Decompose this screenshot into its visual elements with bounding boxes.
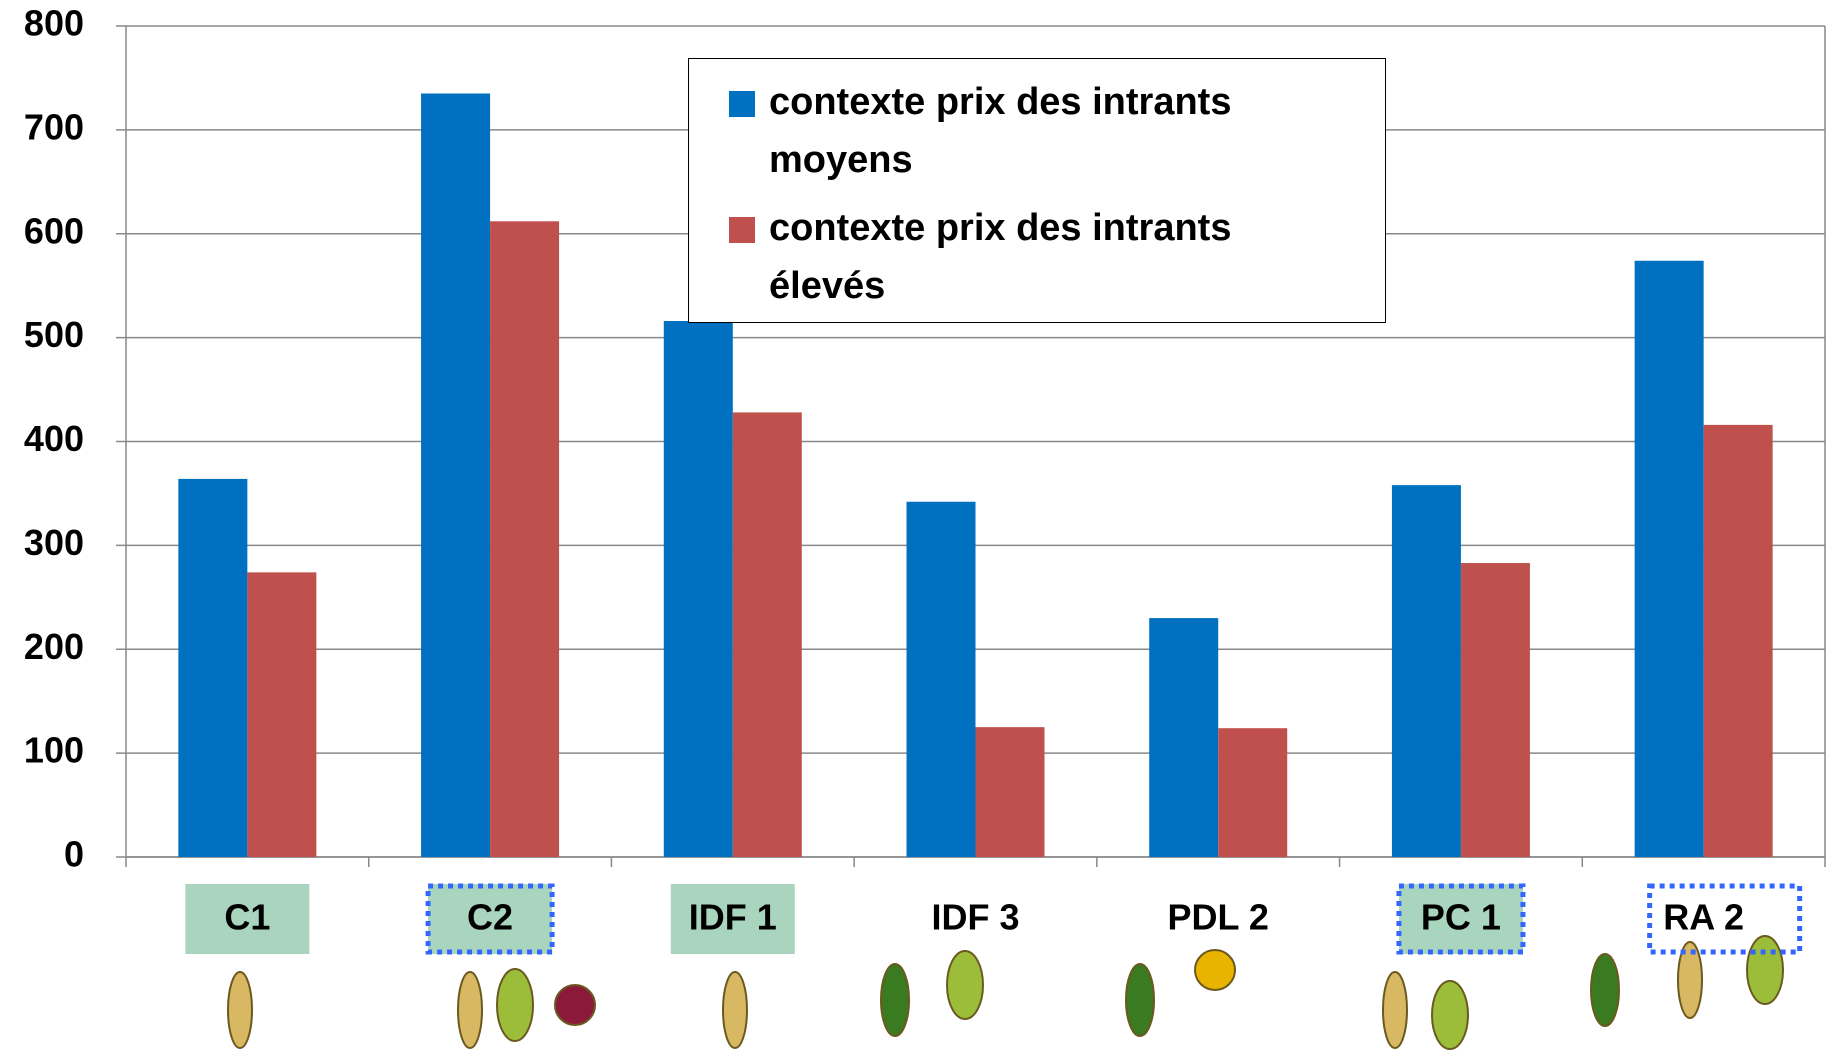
bar xyxy=(490,221,559,857)
y-tick-label: 400 xyxy=(24,418,84,459)
bar xyxy=(1392,485,1461,857)
legend-label: contexte prix des intrants élevés xyxy=(769,207,1231,307)
bar xyxy=(1704,425,1773,857)
bar xyxy=(247,572,316,857)
bar xyxy=(421,94,490,857)
page: 0 100 200 300 400 500 600 700 800 C1 C2 IDF 1 IDF 3 P… xyxy=(0,0,1829,1061)
y-tick-label: 500 xyxy=(24,314,84,355)
y-tick-label: 300 xyxy=(24,522,84,563)
bar xyxy=(1218,728,1287,857)
x-tick-label: C1 xyxy=(224,897,270,938)
y-tick-label: 700 xyxy=(24,106,84,147)
bar xyxy=(907,502,976,857)
bar xyxy=(1149,618,1218,857)
x-tick-label: IDF 3 xyxy=(931,897,1019,938)
y-tick-label: 0 xyxy=(64,834,84,875)
y-tick-label: 200 xyxy=(24,626,84,667)
bar xyxy=(1635,261,1704,857)
legend-item: contexte prix des intrants moyens xyxy=(769,73,1345,189)
y-tick-label: 800 xyxy=(24,3,84,44)
legend-item: contexte prix des intrants élevés xyxy=(769,199,1345,315)
x-tick-label: RA 2 xyxy=(1663,897,1744,938)
bar xyxy=(664,321,733,857)
legend-swatch xyxy=(729,217,755,243)
x-tick-label: IDF 1 xyxy=(689,897,777,938)
x-tick-label: PDL 2 xyxy=(1168,897,1269,938)
x-tick-label: PC 1 xyxy=(1421,897,1501,938)
legend-label: contexte prix des intrants moyens xyxy=(769,81,1231,181)
y-tick-label: 600 xyxy=(24,210,84,251)
x-tick-label: C2 xyxy=(467,897,513,938)
legend-swatch xyxy=(729,91,755,117)
bar xyxy=(976,727,1045,857)
legend: contexte prix des intrants moyens context… xyxy=(688,58,1386,323)
bar xyxy=(178,479,247,857)
bar xyxy=(1461,563,1530,857)
y-tick-label: 100 xyxy=(24,730,84,771)
bar xyxy=(733,412,802,857)
